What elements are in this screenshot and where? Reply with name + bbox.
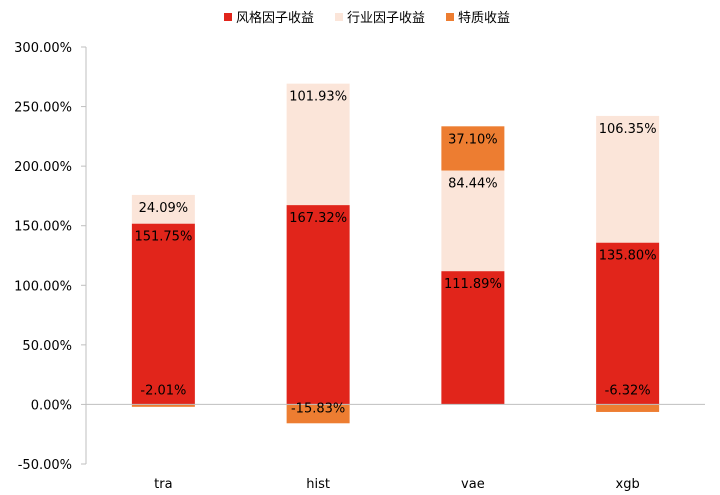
bar-segment [131,404,195,407]
bars [131,83,660,424]
y-tick-label: 0.00% [31,398,72,413]
bar-segment [596,404,660,412]
y-tick-label: 250.00% [14,101,72,116]
legend-label: 行业因子收益 [347,11,425,26]
x-category-label: vae [461,477,485,492]
legend-label: 特质收益 [458,11,510,26]
y-tick-label: 100.00% [14,279,72,294]
data-label: -6.32% [605,383,651,398]
data-label: 111.89% [444,277,502,292]
y-axis: -50.00% 0.00% 50.00% 100.00% 150.00% 200.00% 2… [14,41,87,473]
legend: 风格因子收益 行业因子收益 特质收益 [224,10,510,26]
x-category-label: xgb [616,477,640,492]
data-label: 24.09% [139,201,189,216]
data-label: 151.75% [134,230,192,245]
bar-segment [441,170,505,272]
data-label: 135.80% [599,249,657,264]
bar-segment [596,242,660,405]
bar-segment [596,115,660,243]
y-tick-label: 300.00% [14,41,72,56]
data-label: -15.83% [291,401,345,416]
bar-segment [441,271,505,405]
y-tick-label: 150.00% [14,220,72,235]
data-labels: 151.75% 24.09% -2.01% 167.32% 101.93% -15.83%… [134,90,656,417]
bar-segment [131,223,195,405]
bar-segment [441,126,505,171]
data-label: 84.44% [448,177,498,192]
bar-segment [286,205,350,405]
bar-segment [131,194,195,224]
x-category-label: tra [154,477,172,492]
data-label: 37.10% [448,132,498,147]
data-label: 101.93% [289,90,347,105]
x-category-label: hist [306,477,330,492]
y-tick-label: 50.00% [22,339,72,354]
legend-swatch [224,13,232,21]
legend-swatch [446,13,454,21]
bar-segment [286,83,350,206]
x-axis: tra hist vae xgb [86,403,705,492]
data-label: 167.32% [289,211,347,226]
data-label: -2.01% [140,383,186,398]
legend-label: 风格因子收益 [236,10,314,26]
y-tick-label: 200.00% [14,160,72,175]
y-tick-label: -50.00% [18,458,72,473]
data-label: 106.35% [599,122,657,137]
legend-swatch [335,13,343,21]
bar-segment [286,404,350,424]
